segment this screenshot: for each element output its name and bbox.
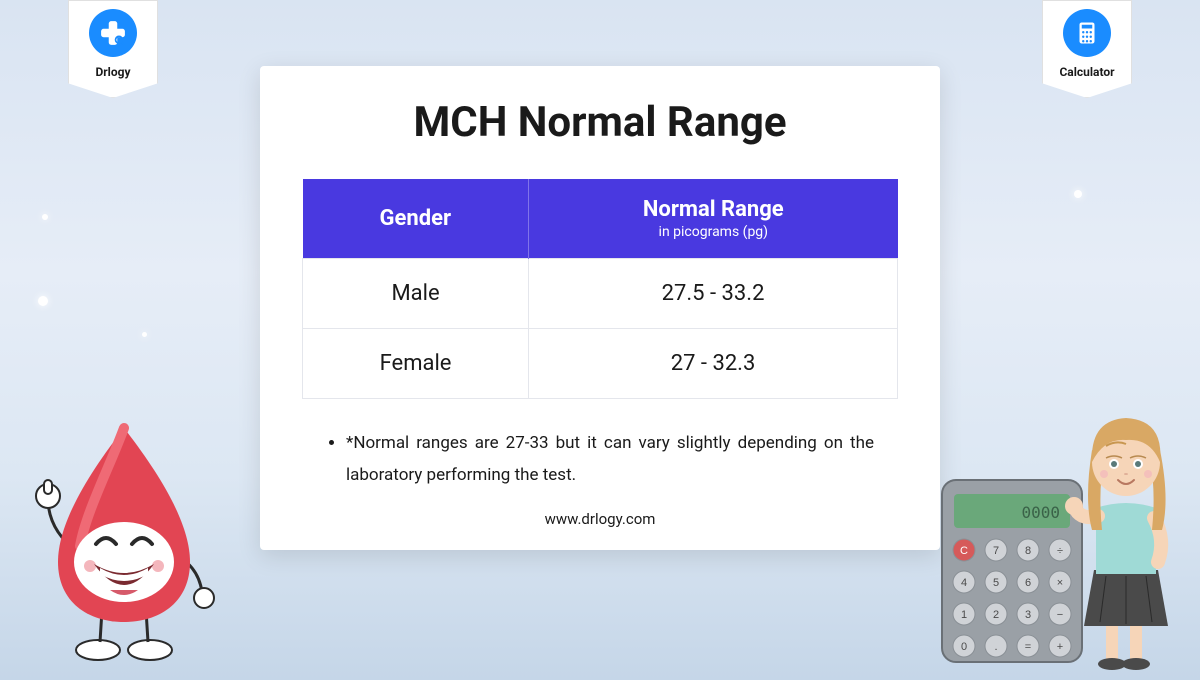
- sparkle-deco: [142, 332, 147, 337]
- svg-text:2: 2: [993, 609, 999, 621]
- table-header-row: Gender Normal Range in picograms (pg): [303, 179, 898, 259]
- person-calculator-mascot-icon: 0000 C 7 8 ÷ 4 5 6 × 1 2 3 − 0. = +: [934, 390, 1174, 670]
- calculator-badge: Calculator: [1042, 0, 1132, 98]
- range-table: Gender Normal Range in picograms (pg) Ma…: [302, 179, 898, 399]
- calculator-icon: [1063, 9, 1111, 57]
- site-url: www.drlogy.com: [302, 510, 898, 528]
- brand-badge: Drlogy: [68, 0, 158, 98]
- table-header-range: Normal Range in picograms (pg): [529, 179, 898, 259]
- svg-text:1: 1: [961, 609, 967, 621]
- svg-text:7: 7: [993, 545, 999, 557]
- svg-text:0: 0: [961, 641, 967, 653]
- svg-text:=: =: [1025, 641, 1031, 653]
- blood-drop-mascot-icon: [30, 422, 220, 662]
- card-title: MCH Normal Range: [302, 98, 898, 147]
- sparkle-deco: [38, 296, 48, 306]
- footnote-text: *Normal ranges are 27-33 but it can vary…: [346, 427, 874, 492]
- table-cell-gender: Female: [303, 329, 529, 399]
- note-container: *Normal ranges are 27-33 but it can vary…: [302, 427, 898, 492]
- svg-text:C: C: [960, 545, 968, 557]
- svg-text:3: 3: [1025, 609, 1031, 621]
- svg-text:−: −: [1057, 609, 1063, 621]
- table-header-label: Normal Range: [643, 197, 784, 222]
- table-cell-value: 27 - 32.3: [529, 329, 898, 399]
- calculator-badge-label: Calculator: [1047, 65, 1127, 79]
- svg-text:.: .: [994, 641, 997, 653]
- svg-text:÷: ÷: [1057, 545, 1063, 557]
- svg-text:4: 4: [961, 577, 967, 589]
- svg-text:5: 5: [993, 577, 999, 589]
- brand-badge-label: Drlogy: [73, 65, 153, 79]
- table-header-sublabel: in picograms (pg): [539, 224, 887, 240]
- info-card: MCH Normal Range Gender Normal Range in …: [260, 66, 940, 550]
- sparkle-deco: [42, 214, 48, 220]
- table-cell-gender: Male: [303, 259, 529, 329]
- table-cell-value: 27.5 - 33.2: [529, 259, 898, 329]
- table-header-label: Gender: [380, 206, 452, 231]
- table-row: Female 27 - 32.3: [303, 329, 898, 399]
- svg-text:8: 8: [1025, 545, 1031, 557]
- table-row: Male 27.5 - 33.2: [303, 259, 898, 329]
- table-header-gender: Gender: [303, 179, 529, 259]
- svg-text:6: 6: [1025, 577, 1031, 589]
- medical-cross-icon: [89, 9, 137, 57]
- svg-text:+: +: [1057, 641, 1063, 653]
- svg-text:0000: 0000: [1021, 503, 1060, 522]
- sparkle-deco: [1074, 190, 1082, 198]
- svg-text:×: ×: [1057, 577, 1063, 589]
